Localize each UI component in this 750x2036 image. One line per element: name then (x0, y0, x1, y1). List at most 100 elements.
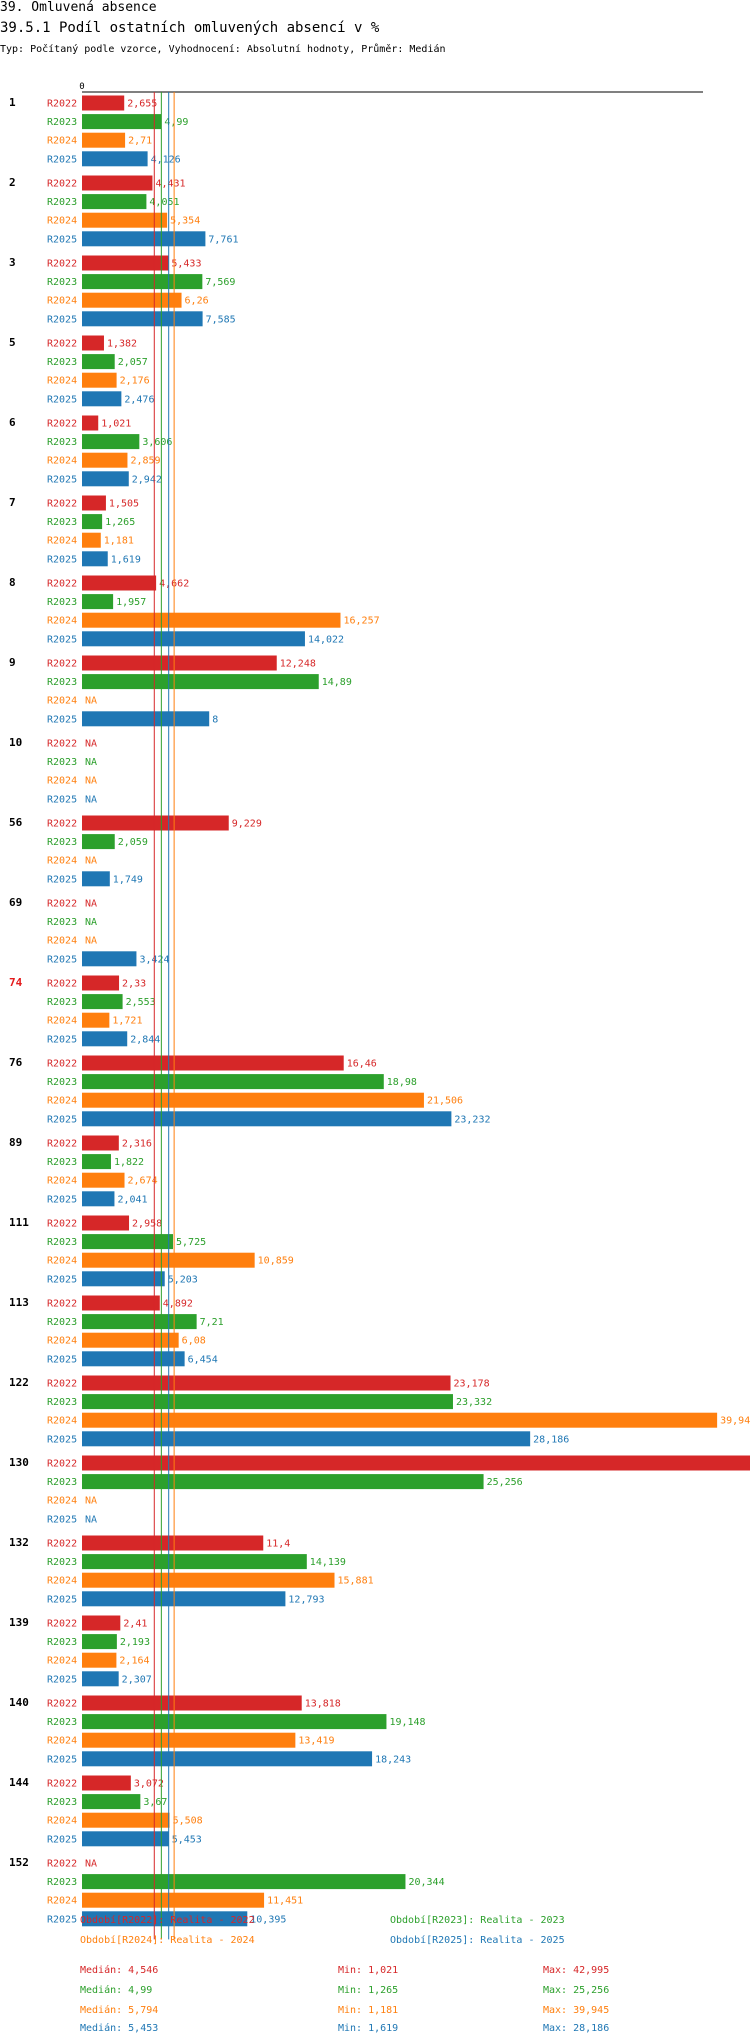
bar-value-132-R2023: 14,139 (310, 1557, 346, 1568)
bar-value-144-R2022: 3,072 (134, 1779, 164, 1790)
bar-value-6-R2023: 3,606 (142, 437, 172, 448)
bar-56-R2022 (82, 815, 229, 831)
series-label-111-R2023: R2023 (47, 1237, 77, 1248)
bar-144-R2024 (82, 1812, 170, 1828)
bar-7-R2025 (82, 551, 108, 567)
series-label-140-R2023: R2023 (47, 1717, 77, 1728)
bar-value-5-R2023: 2,057 (118, 357, 148, 368)
bar-6-R2023 (82, 434, 140, 450)
series-label-113-R2023: R2023 (47, 1317, 77, 1328)
series-label-140-R2022: R2022 (47, 1699, 77, 1710)
bar-value-144-R2024: 5,508 (173, 1816, 203, 1827)
series-label-1-R2023: R2023 (47, 117, 77, 128)
series-label-113-R2025: R2025 (47, 1354, 77, 1365)
series-label-8-R2022: R2022 (47, 579, 77, 590)
group-label-69: 69 (9, 896, 22, 909)
stat-max-r2022: Max: 42,995 (543, 1965, 610, 1976)
series-label-5-R2024: R2024 (47, 376, 77, 387)
stat-max-r2025: Max: 28,186 (543, 2023, 610, 2034)
bar-139-R2024 (82, 1652, 117, 1668)
bar-value-132-R2025: 12,793 (288, 1594, 324, 1605)
bar-5-R2023 (82, 354, 115, 370)
bar-1-R2023 (82, 114, 162, 130)
bar-76-R2022 (82, 1055, 344, 1071)
bar-value-69-R2024: NA (85, 936, 97, 947)
bar-value-10-R2023: NA (85, 757, 97, 768)
bar-144-R2023 (82, 1794, 141, 1810)
series-label-3-R2024: R2024 (47, 296, 77, 307)
bar-value-139-R2022: 2,41 (123, 1619, 147, 1630)
series-label-111-R2025: R2025 (47, 1274, 77, 1285)
bar-value-152-R2025: 10,395 (250, 1914, 286, 1925)
stat-min-r2024: Min: 1,181 (338, 2005, 399, 2016)
series-label-152-R2022: R2022 (47, 1859, 77, 1870)
bar-value-6-R2024: 2,859 (130, 456, 160, 467)
bar-value-8-R2024: 16,257 (343, 616, 379, 627)
bar-113-R2024 (82, 1332, 179, 1348)
stat-min-r2022: Min: 1,021 (338, 1965, 399, 1976)
bar-89-R2023 (82, 1154, 111, 1170)
series-label-132-R2025: R2025 (47, 1594, 77, 1605)
bar-value-9-R2024: NA (85, 696, 97, 707)
series-label-6-R2024: R2024 (47, 456, 77, 467)
bar-value-76-R2024: 21,506 (427, 1096, 463, 1107)
bar-value-139-R2024: 2,164 (119, 1656, 149, 1667)
bar-value-10-R2024: NA (85, 776, 97, 787)
bar-139-R2023 (82, 1634, 117, 1650)
bar-value-1-R2022: 2,655 (127, 99, 157, 110)
bar-value-74-R2023: 2,553 (126, 997, 156, 1008)
bar-value-7-R2025: 1,619 (111, 554, 141, 565)
bar-3-R2022 (82, 255, 169, 271)
bar-value-2-R2022: 4,431 (155, 179, 185, 190)
bar-value-76-R2025: 23,232 (454, 1114, 490, 1125)
bar-2-R2025 (82, 231, 206, 247)
bar-6-R2024 (82, 452, 128, 468)
bar-value-122-R2022: 23,178 (454, 1379, 490, 1390)
group-label-5: 5 (9, 336, 16, 349)
bar-value-6-R2025: 2,942 (132, 474, 162, 485)
series-label-111-R2024: R2024 (47, 1256, 77, 1267)
series-label-9-R2023: R2023 (47, 677, 77, 688)
series-label-132-R2024: R2024 (47, 1576, 77, 1587)
bar-value-2-R2024: 5,354 (170, 216, 200, 227)
series-label-6-R2022: R2022 (47, 419, 77, 430)
series-label-76-R2022: R2022 (47, 1059, 77, 1070)
bar-89-R2022 (82, 1135, 119, 1151)
bar-value-5-R2022: 1,382 (107, 339, 137, 350)
series-label-10-R2025: R2025 (47, 794, 77, 805)
bar-122-R2024 (82, 1412, 718, 1428)
series-label-3-R2025: R2025 (47, 314, 77, 325)
series-label-113-R2024: R2024 (47, 1336, 77, 1347)
series-label-1-R2024: R2024 (47, 136, 77, 147)
bar-value-74-R2024: 1,721 (112, 1016, 142, 1027)
series-label-69-R2022: R2022 (47, 899, 77, 910)
bar-value-89-R2022: 2,316 (122, 1139, 152, 1150)
group-label-10: 10 (9, 736, 22, 749)
bar-value-140-R2024: 13,419 (298, 1736, 334, 1747)
x-axis-zero-label: 0 (79, 82, 84, 92)
bar-132-R2023 (82, 1554, 307, 1570)
group-label-140: 140 (9, 1696, 29, 1709)
series-label-8-R2025: R2025 (47, 634, 77, 645)
bar-76-R2025 (82, 1111, 452, 1127)
bar-132-R2025 (82, 1591, 286, 1607)
bar-value-74-R2025: 2,844 (130, 1034, 160, 1045)
series-label-1-R2025: R2025 (47, 154, 77, 165)
bar-value-10-R2025: NA (85, 794, 97, 805)
bar-value-6-R2022: 1,021 (101, 419, 131, 430)
bar-9-R2023 (82, 674, 319, 690)
bar-value-8-R2025: 14,022 (308, 634, 344, 645)
group-label-139: 139 (9, 1616, 29, 1629)
bar-value-140-R2023: 19,148 (389, 1717, 425, 1728)
chart-subtitle: 39.5.1 Podíl ostatních omluvených absenc… (0, 20, 380, 36)
bar-value-56-R2023: 2,059 (118, 837, 148, 848)
series-label-7-R2023: R2023 (47, 517, 77, 528)
bar-9-R2025 (82, 711, 210, 727)
bar-value-7-R2022: 1,505 (109, 499, 139, 510)
legend-period-r2023: Období[R2023]: Realita - 2023 (390, 1915, 565, 1926)
bar-111-R2023 (82, 1234, 174, 1250)
series-label-139-R2023: R2023 (47, 1637, 77, 1648)
bar-value-89-R2024: 2,674 (128, 1176, 158, 1187)
bar-89-R2025 (82, 1191, 115, 1207)
series-label-139-R2025: R2025 (47, 1674, 77, 1685)
